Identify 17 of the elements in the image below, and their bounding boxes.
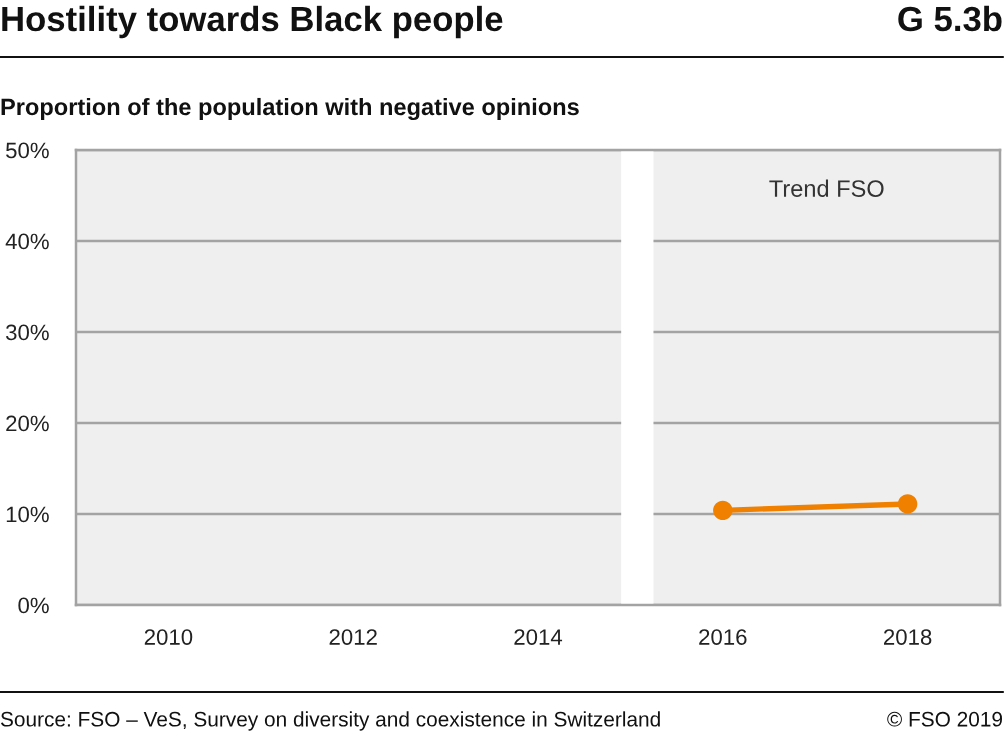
text: © FSO 2019 [887, 711, 1003, 727]
x-tick-label: 2012 [329, 629, 377, 645]
chart-title: Hostility towards Black people [2, 5, 503, 39]
band-label: Trend FSO [769, 179, 884, 197]
text: G 5.3b [898, 5, 1002, 32]
y-tick-label: 0% [18, 597, 49, 614]
y-tick-label: 50% [6, 142, 49, 159]
x-tick-label: 2016 [699, 629, 747, 645]
x-tick-label: 2010 [144, 629, 193, 645]
y-tick-label: 10% [6, 506, 49, 523]
y-tick-label: 40% [5, 233, 49, 250]
x-tick-label: 2018 [884, 629, 932, 645]
source-note: Source: FSO – VeS, Survey on diversity and coexistence in Switzerland [0, 711, 660, 731]
x-tick-label: 2014 [514, 629, 563, 645]
y-tick-label: 30% [5, 324, 49, 341]
y-tick-label: 20% [6, 415, 49, 432]
chart-subtitle: Proportion of the population with negative opinions [1, 97, 579, 121]
